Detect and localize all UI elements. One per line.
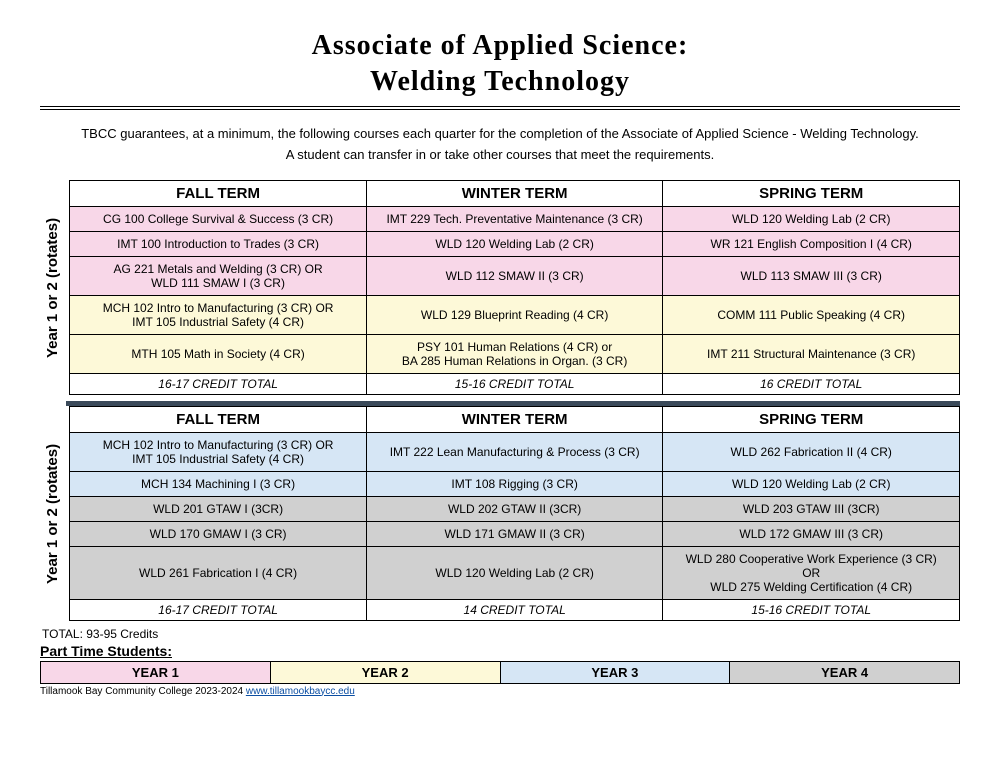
credit-total: 16 CREDIT TOTAL xyxy=(663,373,960,394)
course-cell: IMT 100 Introduction to Trades (3 CR) xyxy=(70,231,367,256)
footer-text: Tillamook Bay Community College 2023-202… xyxy=(40,686,246,697)
course-cell: MCH 102 Intro to Manufacturing (3 CR) OR… xyxy=(70,295,367,334)
course-cell: WLD 170 GMAW I (3 CR) xyxy=(70,521,367,546)
course-cell: WLD 120 Welding Lab (2 CR) xyxy=(663,206,960,231)
course-cell: WLD 120 Welding Lab (2 CR) xyxy=(663,471,960,496)
course-row: MCH 102 Intro to Manufacturing (3 CR) OR… xyxy=(70,432,960,471)
course-cell: MCH 134 Machining I (3 CR) xyxy=(70,471,367,496)
course-cell: IMT 108 Rigging (3 CR) xyxy=(366,471,663,496)
course-cell: WR 121 English Composition I (4 CR) xyxy=(663,231,960,256)
year-block-2: Year 1 or 2 (rotates) FALL TERM WINTER T… xyxy=(40,406,960,621)
year-legend-cell: YEAR 2 xyxy=(270,661,500,683)
course-row: MCH 134 Machining I (3 CR)IMT 108 Riggin… xyxy=(70,471,960,496)
footer: Tillamook Bay Community College 2023-202… xyxy=(40,686,960,697)
page-title-line1: Associate of Applied Science: xyxy=(40,30,960,62)
credit-total: 16-17 CREDIT TOTAL xyxy=(70,599,367,620)
course-cell: WLD 112 SMAW II (3 CR) xyxy=(366,256,663,295)
term-header: WINTER TERM xyxy=(366,406,663,432)
term-header-row: FALL TERM WINTER TERM SPRING TERM xyxy=(70,180,960,206)
term-header: SPRING TERM xyxy=(663,406,960,432)
term-header: FALL TERM xyxy=(70,180,367,206)
term-header-row: FALL TERM WINTER TERM SPRING TERM xyxy=(70,406,960,432)
credit-total-row: 16-17 CREDIT TOTAL 14 CREDIT TOTAL 15-16… xyxy=(70,599,960,620)
year-legend-cell: YEAR 3 xyxy=(500,661,730,683)
course-cell: IMT 222 Lean Manufacturing & Process (3 … xyxy=(366,432,663,471)
course-cell: IMT 229 Tech. Preventative Maintenance (… xyxy=(366,206,663,231)
year-label-1: Year 1 or 2 (rotates) xyxy=(40,180,69,395)
year-legend-cell: YEAR 4 xyxy=(730,661,960,683)
course-row: IMT 100 Introduction to Trades (3 CR)WLD… xyxy=(70,231,960,256)
credit-total: 14 CREDIT TOTAL xyxy=(366,599,663,620)
plan-table-2: FALL TERM WINTER TERM SPRING TERM MCH 10… xyxy=(69,406,960,621)
course-row: AG 221 Metals and Welding (3 CR) ORWLD 1… xyxy=(70,256,960,295)
parttime-heading: Part Time Students: xyxy=(40,643,960,659)
course-cell: WLD 113 SMAW III (3 CR) xyxy=(663,256,960,295)
course-cell: WLD 262 Fabrication II (4 CR) xyxy=(663,432,960,471)
course-cell: WLD 203 GTAW III (3CR) xyxy=(663,496,960,521)
course-row: WLD 170 GMAW I (3 CR)WLD 171 GMAW II (3 … xyxy=(70,521,960,546)
course-cell: WLD 120 Welding Lab (2 CR) xyxy=(366,546,663,599)
intro-line1: TBCC guarantees, at a minimum, the follo… xyxy=(81,126,919,141)
footer-link[interactable]: www.tillamookbaycc.edu xyxy=(246,686,355,697)
intro-line2: A student can transfer in or take other … xyxy=(286,147,715,162)
course-cell: WLD 171 GMAW II (3 CR) xyxy=(366,521,663,546)
course-cell: IMT 211 Structural Maintenance (3 CR) xyxy=(663,334,960,373)
year-legend-cell: YEAR 1 xyxy=(41,661,271,683)
course-cell: WLD 280 Cooperative Work Experience (3 C… xyxy=(663,546,960,599)
course-row: WLD 201 GTAW I (3CR)WLD 202 GTAW II (3CR… xyxy=(70,496,960,521)
course-row: MTH 105 Math in Society (4 CR)PSY 101 Hu… xyxy=(70,334,960,373)
year-label-2: Year 1 or 2 (rotates) xyxy=(40,406,69,621)
course-cell: WLD 261 Fabrication I (4 CR) xyxy=(70,546,367,599)
grand-total: TOTAL: 93-95 Credits xyxy=(42,627,960,641)
plan-table-1: FALL TERM WINTER TERM SPRING TERM CG 100… xyxy=(69,180,960,395)
credit-total: 15-16 CREDIT TOTAL xyxy=(663,599,960,620)
title-rule xyxy=(40,106,960,110)
term-header: SPRING TERM xyxy=(663,180,960,206)
course-row: WLD 261 Fabrication I (4 CR)WLD 120 Weld… xyxy=(70,546,960,599)
course-cell: MTH 105 Math in Society (4 CR) xyxy=(70,334,367,373)
course-cell: WLD 202 GTAW II (3CR) xyxy=(366,496,663,521)
course-cell: COMM 111 Public Speaking (4 CR) xyxy=(663,295,960,334)
term-header: WINTER TERM xyxy=(366,180,663,206)
course-cell: CG 100 College Survival & Success (3 CR) xyxy=(70,206,367,231)
course-row: MCH 102 Intro to Manufacturing (3 CR) OR… xyxy=(70,295,960,334)
course-cell: WLD 120 Welding Lab (2 CR) xyxy=(366,231,663,256)
credit-total: 16-17 CREDIT TOTAL xyxy=(70,373,367,394)
years-legend: YEAR 1YEAR 2YEAR 3YEAR 4 xyxy=(40,661,960,684)
intro-text: TBCC guarantees, at a minimum, the follo… xyxy=(40,124,960,166)
course-cell: WLD 172 GMAW III (3 CR) xyxy=(663,521,960,546)
term-header: FALL TERM xyxy=(70,406,367,432)
course-cell: MCH 102 Intro to Manufacturing (3 CR) OR… xyxy=(70,432,367,471)
page-title-line2: Welding Technology xyxy=(40,66,960,98)
course-cell: WLD 201 GTAW I (3CR) xyxy=(70,496,367,521)
year-block-1: Year 1 or 2 (rotates) FALL TERM WINTER T… xyxy=(40,180,960,395)
course-cell: WLD 129 Blueprint Reading (4 CR) xyxy=(366,295,663,334)
credit-total: 15-16 CREDIT TOTAL xyxy=(366,373,663,394)
course-cell: PSY 101 Human Relations (4 CR) orBA 285 … xyxy=(366,334,663,373)
credit-total-row: 16-17 CREDIT TOTAL 15-16 CREDIT TOTAL 16… xyxy=(70,373,960,394)
course-cell: AG 221 Metals and Welding (3 CR) ORWLD 1… xyxy=(70,256,367,295)
course-row: CG 100 College Survival & Success (3 CR)… xyxy=(70,206,960,231)
